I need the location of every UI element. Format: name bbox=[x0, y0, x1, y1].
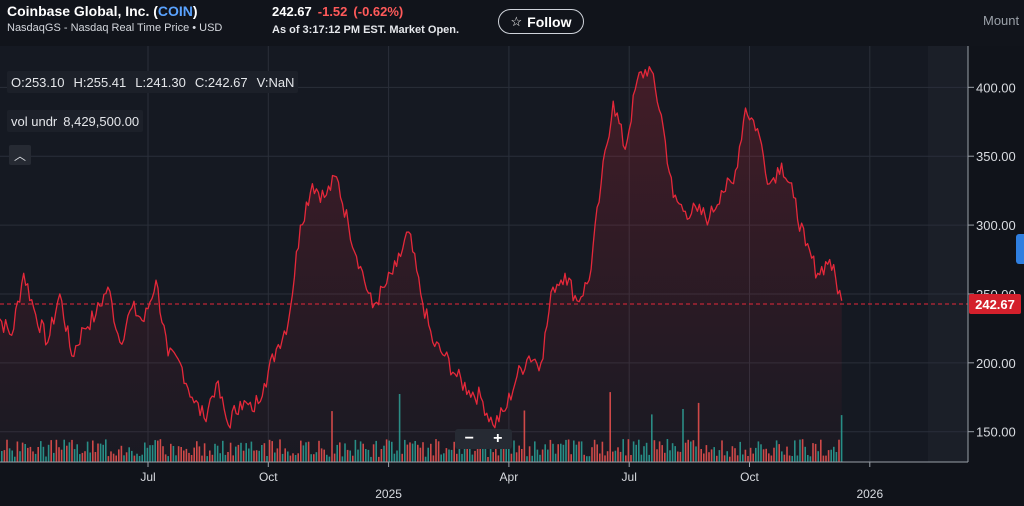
as-of-time: As of 3:17:12 PM EST. Market Open. bbox=[272, 24, 460, 36]
header-right-text: Mount bbox=[983, 13, 1020, 28]
follow-button[interactable]: ☆ Follow bbox=[498, 9, 584, 34]
volume-indicator-value: 8,429,500.00 bbox=[63, 113, 140, 129]
low-value: L:241.30 bbox=[135, 74, 186, 90]
current-price: 242.67 bbox=[272, 4, 312, 19]
y-tick-label: 150.00 bbox=[976, 425, 1016, 440]
current-price-label: 242.67 bbox=[969, 294, 1021, 315]
open-value: O:253.10 bbox=[11, 74, 65, 90]
volume-indicator-label: vol undr bbox=[11, 113, 58, 129]
chevron-up-icon: ︿ bbox=[13, 148, 26, 163]
close-value: C:242.67 bbox=[194, 74, 248, 90]
future-area bbox=[928, 46, 968, 462]
price-area-fill bbox=[0, 66, 842, 462]
star-icon: ☆ bbox=[510, 13, 523, 29]
ticker-link[interactable]: COIN bbox=[157, 3, 193, 19]
high-value: H:255.41 bbox=[73, 74, 127, 90]
side-panel-tab[interactable] bbox=[1016, 234, 1024, 264]
x-tick-label: Jul bbox=[140, 470, 155, 484]
x-tick-label: 2026 bbox=[856, 487, 883, 501]
x-axis: Jul Oct 2025 Apr Jul Oct 2026 bbox=[140, 462, 883, 501]
y-tick-label: 400.00 bbox=[976, 80, 1016, 95]
y-tick-label: 300.00 bbox=[976, 218, 1016, 233]
x-tick-label: Jul bbox=[622, 470, 637, 484]
company-title: Coinbase Global, Inc. (COIN) bbox=[7, 3, 198, 19]
volume-indicator: vol undr 8,429,500.00 bbox=[7, 110, 144, 132]
x-tick-label: 2025 bbox=[375, 487, 402, 501]
price-block: 242.67 -1.52 (-0.62%) bbox=[272, 4, 403, 19]
x-tick-label: Oct bbox=[740, 470, 759, 484]
company-name: Coinbase Global, Inc. bbox=[7, 3, 150, 19]
price-change: -1.52 bbox=[317, 4, 348, 19]
x-tick-label: Apr bbox=[500, 470, 519, 484]
collapse-button[interactable]: ︿ bbox=[9, 145, 31, 165]
quote-header: Coinbase Global, Inc. (COIN) NasdaqGS - … bbox=[0, 0, 1024, 46]
price-change-percent: (-0.62%) bbox=[353, 4, 404, 19]
y-tick-label: 350.00 bbox=[976, 149, 1016, 164]
zoom-out-button[interactable]: − bbox=[464, 430, 474, 447]
volume-value: V:NaN bbox=[256, 74, 295, 90]
zoom-in-button[interactable]: + bbox=[493, 430, 503, 447]
exchange-info: NasdaqGS - Nasdaq Real Time Price • USD bbox=[7, 22, 223, 34]
zoom-controls: − + bbox=[455, 429, 512, 449]
price-line bbox=[0, 66, 843, 429]
x-tick-label: Oct bbox=[259, 470, 278, 484]
y-tick-label: 200.00 bbox=[976, 356, 1016, 371]
current-price-label-text: 242.67 bbox=[975, 297, 1015, 312]
ohlc-readout: O:253.10 H:255.41 L:241.30 C:242.67 V:Na… bbox=[7, 71, 299, 93]
follow-label: Follow bbox=[527, 13, 572, 30]
current-price-label-bg bbox=[969, 294, 1021, 315]
